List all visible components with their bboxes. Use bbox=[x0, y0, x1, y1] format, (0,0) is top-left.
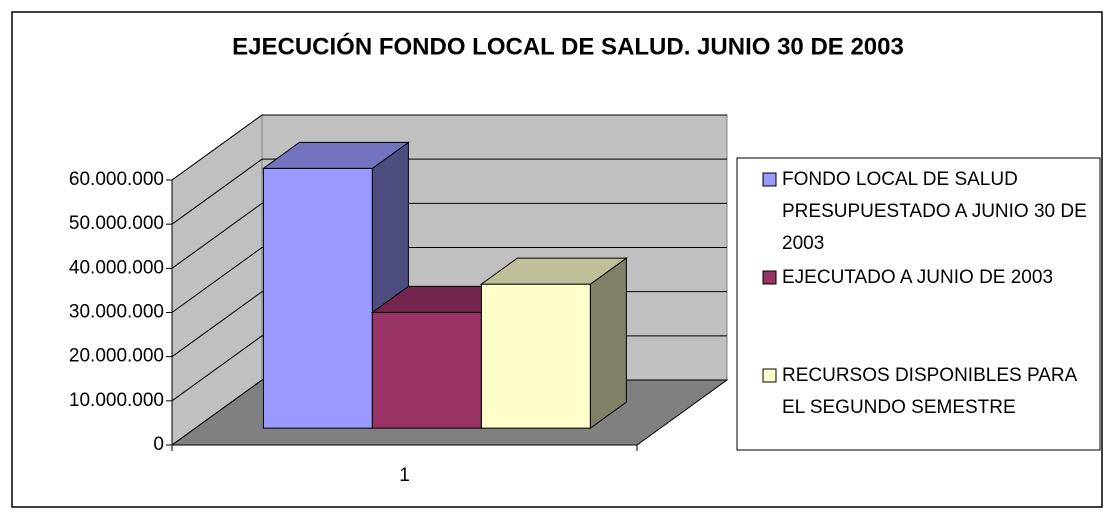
chart-title: EJECUCIÓN FONDO LOCAL DE SALUD. JUNIO 30… bbox=[232, 32, 904, 60]
grid-line bbox=[171, 114, 263, 181]
grid-line bbox=[171, 291, 263, 358]
bar-front bbox=[480, 283, 591, 429]
legend-line: EL SEGUNDO SEMESTRE bbox=[782, 397, 1016, 418]
legend-line: EJECUTADO A JUNIO DE 2003 bbox=[782, 267, 1053, 288]
grid-line bbox=[171, 202, 263, 269]
legend-line: 2003 bbox=[782, 233, 824, 254]
legend-swatch bbox=[762, 368, 777, 383]
legend-line: PRESUPUESTADO A JUNIO 30 DE bbox=[782, 201, 1087, 222]
bar-top bbox=[261, 141, 410, 169]
bar-front bbox=[262, 167, 373, 429]
legend bbox=[736, 157, 1101, 451]
bar-top bbox=[479, 257, 628, 285]
legend-label: FONDO LOCAL DE SALUD PRESUPUESTADO A JUNI… bbox=[782, 169, 1087, 254]
grid-line bbox=[171, 247, 263, 313]
legend-swatch bbox=[762, 270, 777, 285]
grid-line bbox=[171, 379, 263, 446]
grid-line bbox=[171, 335, 263, 402]
y-tick-label: 10.000.000 bbox=[69, 390, 164, 411]
y-tick-label: 30.000.000 bbox=[69, 302, 164, 323]
y-tick-label: 0 bbox=[153, 434, 164, 455]
legend-label: EJECUTADO A JUNIO DE 2003 bbox=[782, 267, 1053, 288]
legend-line: FONDO LOCAL DE SALUD bbox=[782, 169, 1018, 190]
legend-line: RECURSOS DISPONIBLES PARA bbox=[782, 365, 1078, 386]
y-tick-label: 60.000.000 bbox=[69, 169, 164, 190]
y-tick-label: 20.000.000 bbox=[69, 346, 164, 367]
y-tick-label: 40.000.000 bbox=[69, 257, 164, 278]
y-tick-label: 50.000.000 bbox=[69, 213, 164, 234]
x-tick-label: 1 bbox=[399, 465, 410, 486]
bar-front bbox=[371, 311, 482, 429]
legend-swatch bbox=[762, 172, 777, 187]
bar-side bbox=[589, 257, 627, 430]
grid-line bbox=[171, 158, 263, 225]
legend-label: RECURSOS DISPONIBLES PARA EL SEGUNDO SEME… bbox=[782, 365, 1078, 418]
